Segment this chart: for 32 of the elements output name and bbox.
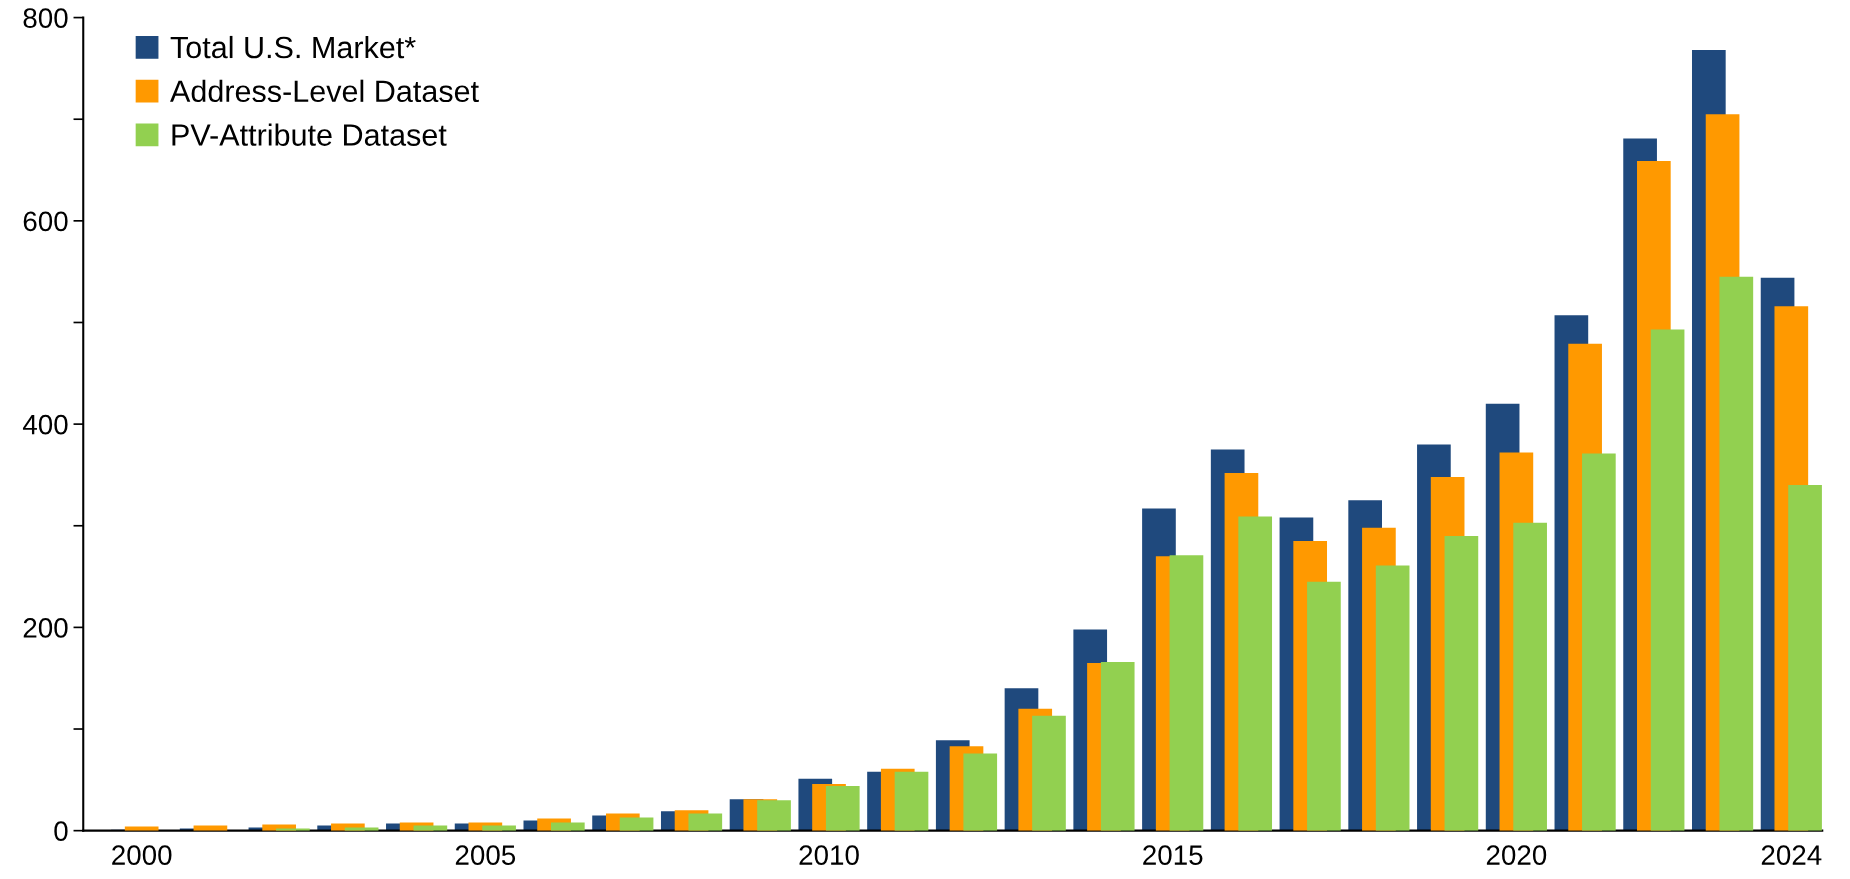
- x-tick-label: 2005: [455, 845, 516, 865]
- bar: [1582, 453, 1616, 831]
- bar: [1719, 276, 1754, 831]
- bar: [1788, 485, 1822, 831]
- x-tick-label: 2000: [112, 845, 172, 865]
- bar: [757, 800, 791, 831]
- x-tick-label: 2020: [1486, 845, 1547, 865]
- bar: [1513, 522, 1547, 831]
- bar: [619, 817, 654, 831]
- x-tick-label: 2024: [1761, 845, 1822, 865]
- bar: [1169, 555, 1204, 831]
- bar: [1100, 661, 1135, 831]
- bar: [963, 753, 998, 831]
- x-tick-label: 2015: [1143, 845, 1203, 865]
- bar: [1650, 329, 1685, 831]
- y-tick-label: 200: [23, 618, 68, 638]
- bar: [1032, 715, 1066, 831]
- x-tick-label: 2010: [799, 845, 859, 865]
- y-tick-label: 0: [54, 821, 68, 841]
- y-tick-label: 800: [23, 8, 68, 28]
- bar: [825, 785, 860, 831]
- bar: [894, 771, 929, 831]
- legend-label: PV-Attribute Dataset: [172, 123, 447, 146]
- legend-label: Address-Level Dataset: [170, 79, 479, 103]
- bar: [1444, 535, 1479, 831]
- y-tick-label: 600: [23, 211, 68, 232]
- bar: [688, 813, 723, 831]
- bar: [1375, 565, 1410, 831]
- y-tick-label: 400: [22, 414, 68, 435]
- bar: [1238, 516, 1273, 831]
- bar: [1307, 581, 1341, 831]
- legend-label: Total U.S. Market*: [170, 35, 416, 59]
